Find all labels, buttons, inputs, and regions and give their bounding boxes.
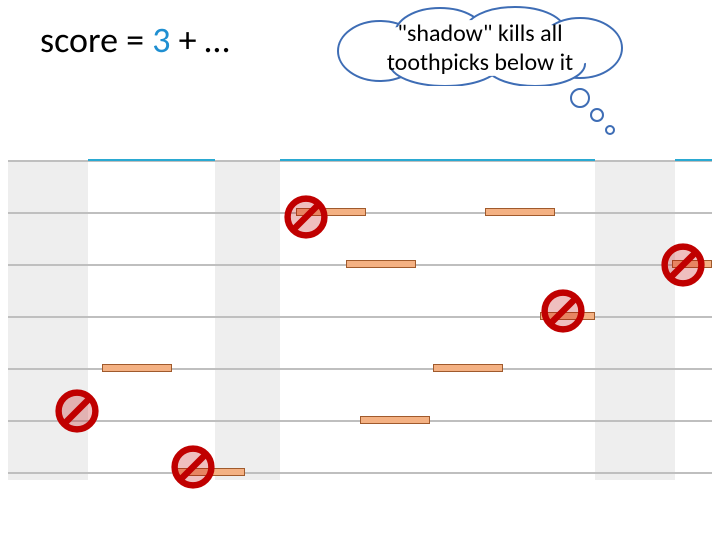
bubble-line1: "shadow" kills all (330, 20, 630, 49)
cloud-tail-icon (569, 87, 591, 109)
score-prefix: score = (40, 18, 152, 62)
blue-line-segment (88, 159, 215, 161)
toothpick (433, 364, 503, 372)
score-suffix: + … (170, 18, 229, 62)
prohibit-icon (540, 288, 586, 334)
toothpick (102, 364, 172, 372)
shadow-column (595, 160, 675, 480)
score-title: score = 3 + … (40, 18, 230, 62)
blue-line-segment (675, 159, 712, 161)
prohibit-icon (283, 194, 329, 240)
shadow-column (215, 160, 280, 480)
cloud-tail-icon (604, 124, 616, 136)
thought-bubble: "shadow" kills all toothpicks below it (330, 6, 630, 86)
prohibit-icon (54, 388, 100, 434)
bubble-text: "shadow" kills all toothpicks below it (330, 6, 630, 78)
prohibit-icon (170, 444, 216, 490)
gridline (8, 316, 712, 318)
gridline (8, 472, 712, 474)
toothpick (346, 260, 416, 268)
cloud-tail-icon (589, 107, 605, 123)
bubble-line2: toothpicks below it (330, 49, 630, 78)
score-value: 3 (152, 18, 170, 62)
toothpick (360, 416, 430, 424)
blue-line-segment (280, 159, 595, 161)
prohibit-icon (660, 242, 706, 288)
toothpick (485, 208, 555, 216)
